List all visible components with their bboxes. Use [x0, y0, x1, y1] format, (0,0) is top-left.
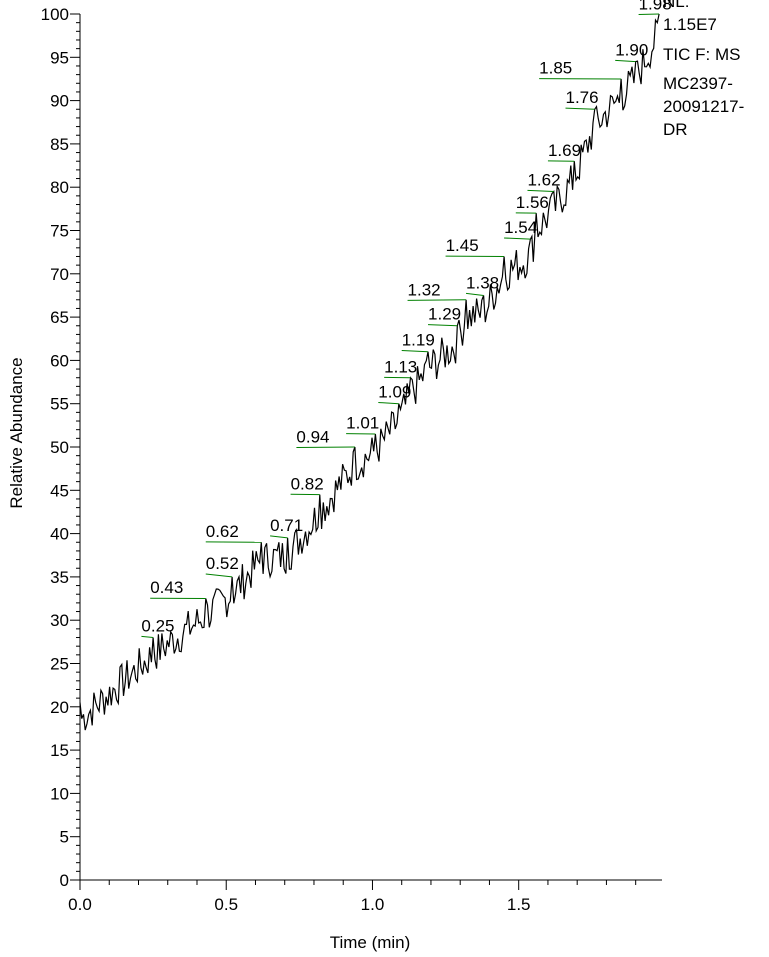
- peak-label: 1.13: [384, 357, 417, 376]
- peak-leader-line: [615, 59, 636, 63]
- peak-label: 0.62: [206, 522, 239, 541]
- peak-leader-line: [504, 237, 531, 240]
- info-line: 1.15E7: [663, 15, 717, 34]
- peak-leader-line: [527, 189, 554, 193]
- info-line: MC2397-: [663, 74, 733, 93]
- y-tick-label: 15: [50, 741, 69, 760]
- peak-label: 0.43: [150, 578, 183, 597]
- peak-label: 0.52: [206, 554, 239, 573]
- y-tick-label: 0: [60, 871, 69, 890]
- y-tick-label: 55: [50, 395, 69, 414]
- x-tick-label: 0.0: [68, 895, 92, 914]
- peak-leader-line: [270, 535, 288, 539]
- peak-label: 1.38: [466, 273, 499, 292]
- info-line: 20091217-: [663, 97, 744, 116]
- x-tick-label: 0.5: [214, 895, 238, 914]
- peak-label: 1.85: [539, 59, 572, 78]
- peak-label: 1.19: [402, 331, 435, 350]
- data-group: [79, 13, 660, 731]
- x-tick-label: 1.0: [361, 895, 385, 914]
- peak-label: 1.32: [408, 280, 441, 299]
- y-tick-label: 90: [50, 92, 69, 111]
- peak-labels-group: 0.25 0.43 0.52 0.62 0.71 0.82 0.94 1.01 1.09 1.13…: [141, 0, 672, 639]
- y-tick-label: 80: [50, 178, 69, 197]
- y-tick-label: 5: [60, 828, 69, 847]
- peak-leader-line: [407, 299, 467, 301]
- peak-leader-line: [565, 107, 595, 110]
- y-tick-label: 20: [50, 698, 69, 717]
- peak-label: 1.01: [346, 414, 379, 433]
- info-line: NL:: [663, 0, 689, 11]
- tic-trace-line: [79, 13, 660, 731]
- peak-label: 1.69: [548, 141, 581, 160]
- peak-leader-line: [205, 573, 233, 578]
- info-block: NL: 1.15E7 TIC F: MS MC2397- 20091217- D…: [663, 0, 744, 139]
- peak-label: 0.25: [141, 616, 174, 635]
- axes-group: 0 5 10 15 20 25 30 35 40 45 50 55 60 65 70 75 80 85 90 95 10…: [41, 5, 662, 914]
- y-tick-label: 30: [50, 611, 69, 630]
- peak-label: 1.62: [527, 170, 560, 189]
- y-tick-label: 40: [50, 525, 69, 544]
- y-tick-label: 70: [50, 265, 69, 284]
- y-tick-label: 75: [50, 222, 69, 241]
- peak-label: 1.09: [378, 383, 411, 402]
- info-line: TIC F: MS: [663, 45, 740, 64]
- y-tick-label: 50: [50, 438, 69, 457]
- peak-leader-line: [141, 635, 154, 639]
- peak-label: 0.82: [291, 474, 324, 493]
- peak-label: 1.54: [504, 218, 537, 237]
- y-tick-label: 25: [50, 655, 69, 674]
- y-tick-label: 45: [50, 481, 69, 500]
- y-tick-label: 95: [50, 48, 69, 67]
- peak-leader-line: [638, 13, 660, 16]
- y-tick-label: 10: [50, 784, 69, 803]
- y-tick-label: 35: [50, 568, 69, 587]
- peak-leader-line: [296, 446, 355, 449]
- x-axis-label: Time (min): [330, 933, 411, 952]
- y-tick-label: 65: [50, 308, 69, 327]
- peak-leader-line: [428, 324, 458, 327]
- y-tick-label: 85: [50, 135, 69, 154]
- x-tick-label: 1.5: [507, 895, 531, 914]
- peak-label: 1.45: [446, 236, 479, 255]
- peak-label: 1.56: [516, 193, 549, 212]
- peak-leader-line: [401, 350, 429, 353]
- peak-label: 1.90: [615, 40, 648, 59]
- info-line: DR: [663, 120, 688, 139]
- peak-label: 0.71: [270, 516, 303, 535]
- y-tick-label: 60: [50, 351, 69, 370]
- peak-label: 0.94: [296, 428, 329, 447]
- peak-leader-line: [465, 292, 484, 296]
- y-axis-label: Relative Abundance: [7, 357, 26, 508]
- peak-label: 1.98: [639, 0, 672, 14]
- y-tick-label: 100: [41, 5, 69, 24]
- peak-leader-line: [378, 402, 399, 405]
- peak-label: 1.29: [428, 305, 461, 324]
- peak-label: 1.76: [565, 88, 598, 107]
